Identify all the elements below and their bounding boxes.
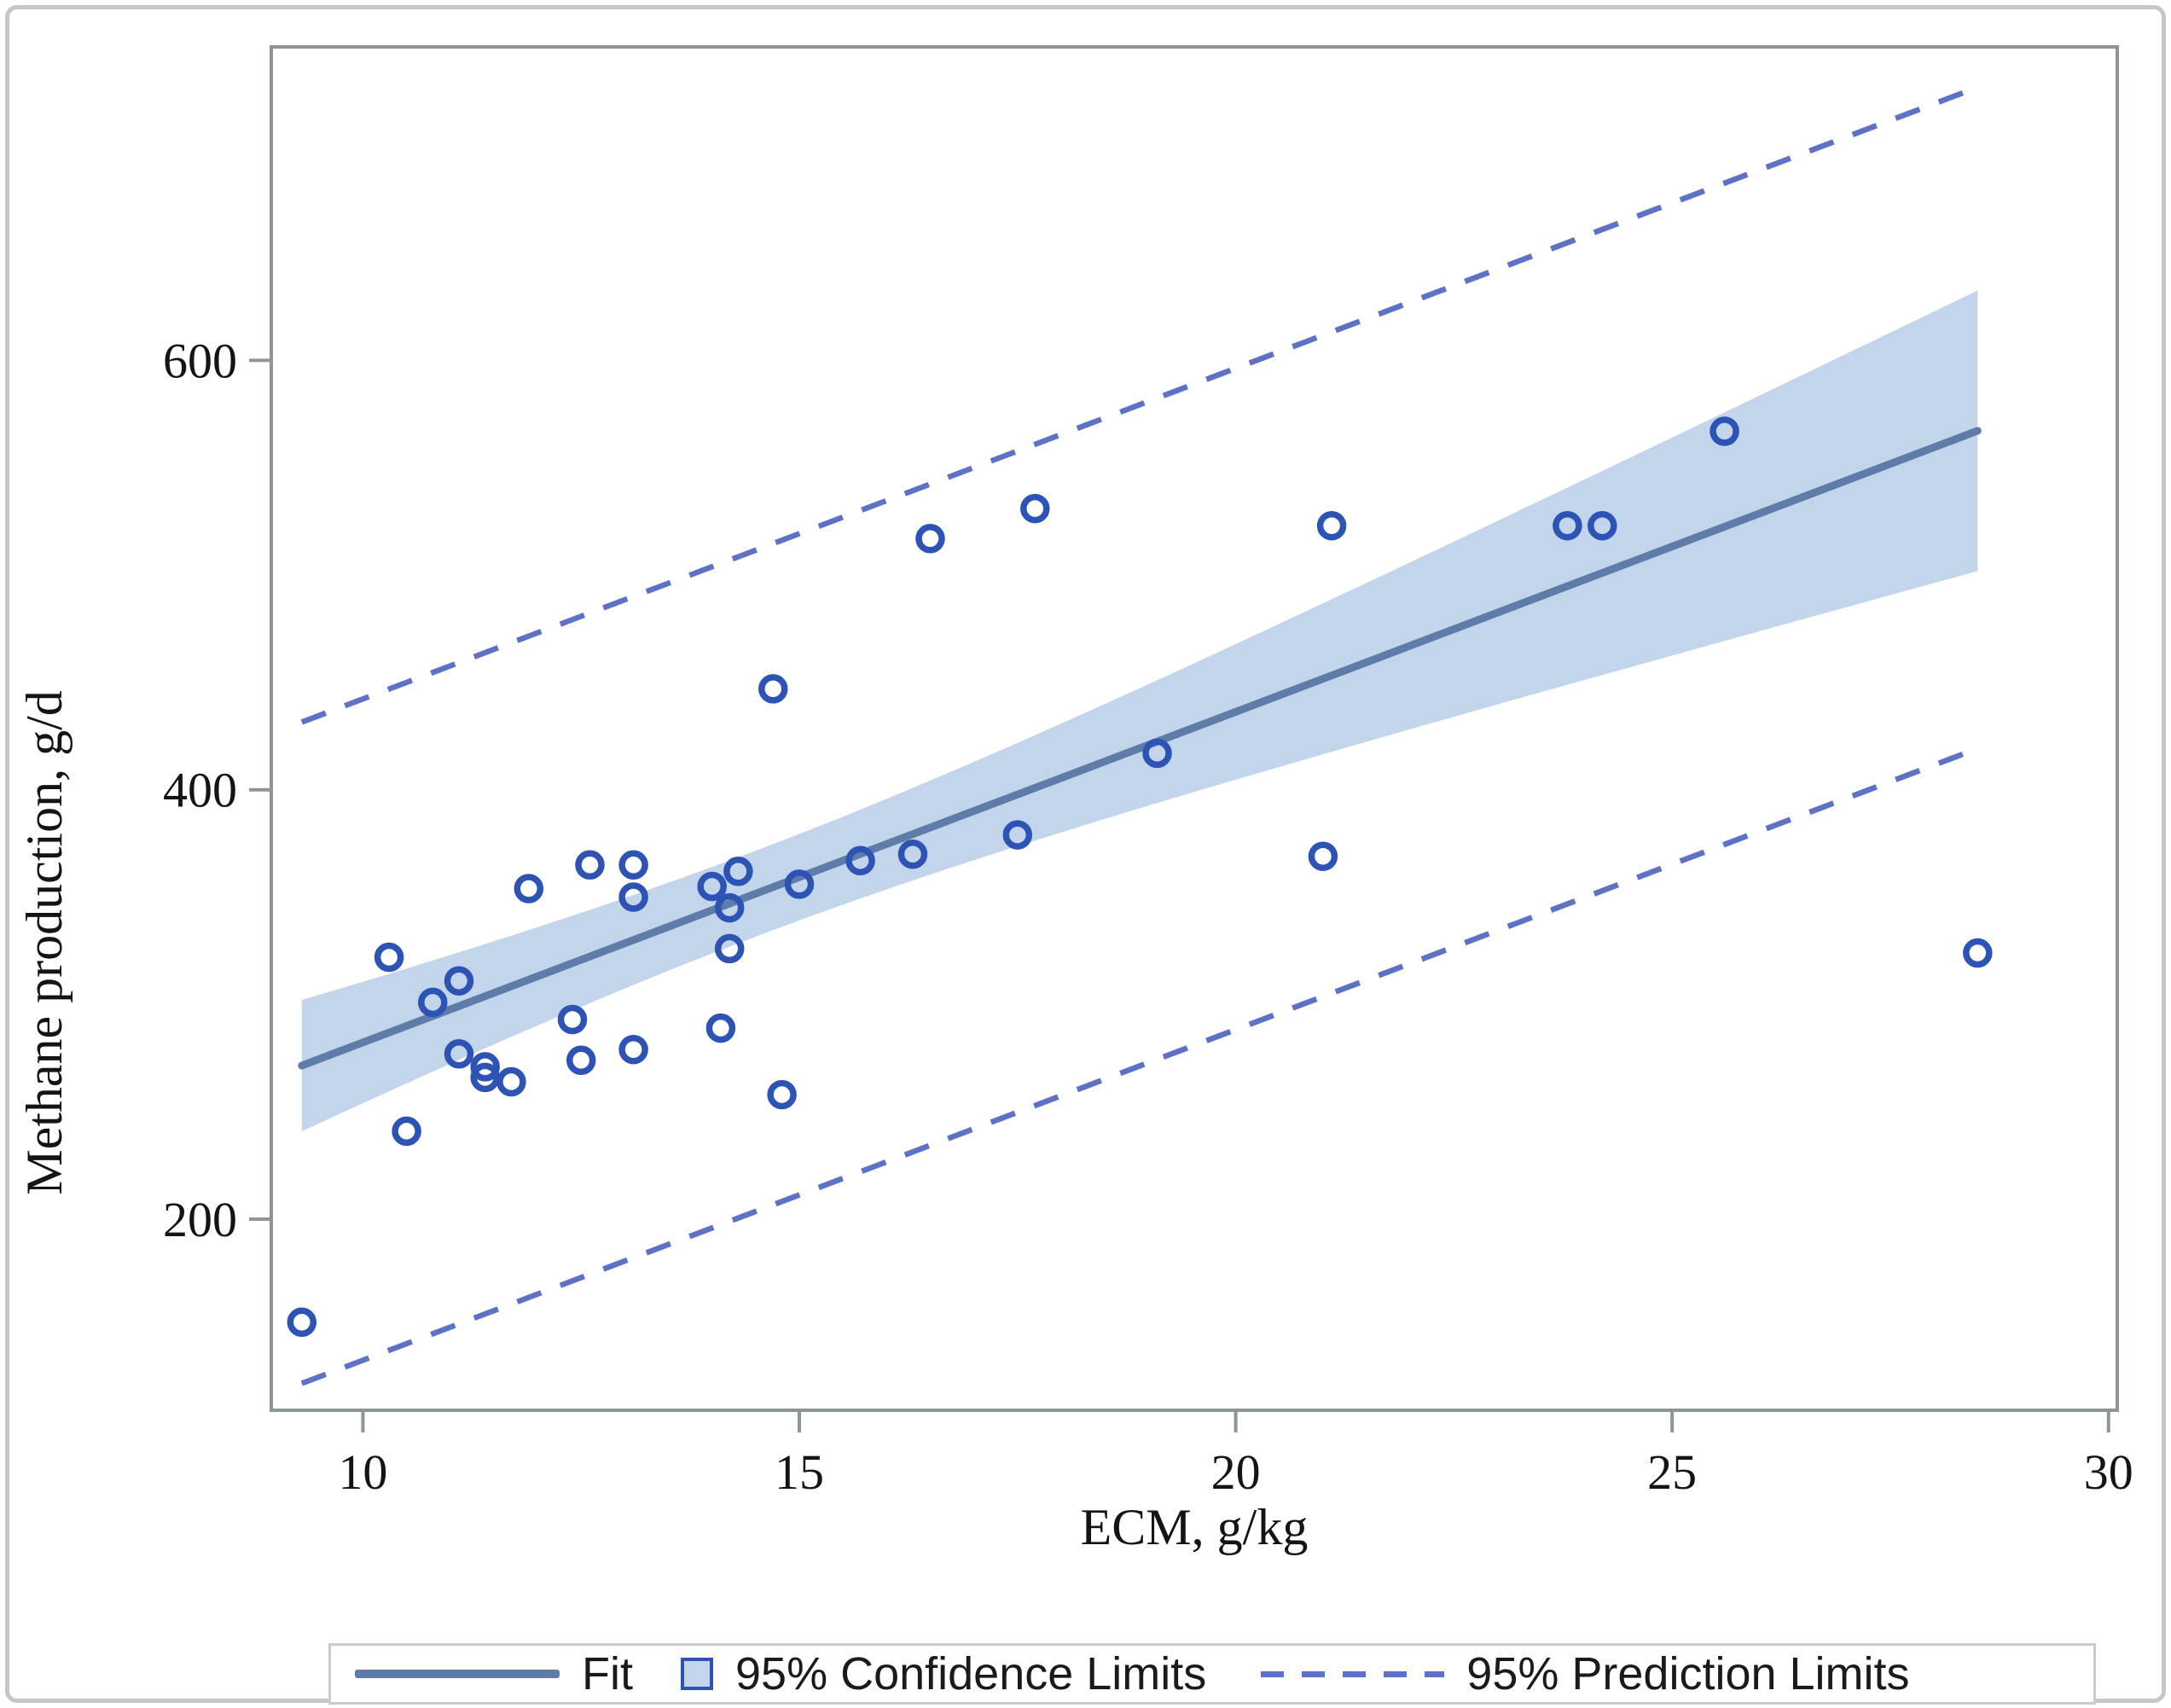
legend-ci-label: 95% Confidence Limits bbox=[735, 1648, 1207, 1699]
data-point bbox=[557, 1004, 588, 1035]
data-point bbox=[470, 1062, 500, 1093]
x-tick-label: 15 bbox=[775, 1444, 824, 1500]
data-point bbox=[392, 1116, 421, 1147]
data-point bbox=[1020, 493, 1050, 524]
data-point bbox=[758, 674, 788, 704]
data-point bbox=[514, 874, 544, 903]
y-tick-label: 600 bbox=[163, 333, 237, 388]
plot-frame bbox=[270, 45, 2119, 1412]
data-point bbox=[1316, 510, 1347, 541]
plot-frame-layer bbox=[270, 45, 2119, 1412]
data-point bbox=[1710, 416, 1739, 446]
data-point bbox=[418, 987, 448, 1018]
fit-line bbox=[298, 427, 1982, 1070]
data-points-layer bbox=[287, 416, 1993, 1338]
data-point bbox=[575, 850, 605, 880]
y-axis-title: Methane production, g/d bbox=[16, 690, 73, 1195]
data-point bbox=[444, 1039, 474, 1069]
data-point bbox=[618, 850, 648, 880]
confidence-band-swatch-icon bbox=[681, 1658, 713, 1690]
fit-line-sample bbox=[355, 1670, 560, 1678]
y-tick-label: 200 bbox=[163, 1192, 237, 1247]
data-point bbox=[496, 1066, 526, 1097]
y-tick-label: 400 bbox=[163, 763, 237, 818]
data-point bbox=[1588, 510, 1617, 541]
x-tick-label: 30 bbox=[2084, 1444, 2133, 1500]
data-point bbox=[897, 839, 928, 869]
data-point bbox=[1142, 738, 1172, 769]
data-point bbox=[697, 871, 727, 902]
axis-ticks-layer: 10 15 20 25 30 200 400 600 bbox=[163, 333, 2133, 1500]
legend: Fit 95% Confidence Limits 95% Prediction… bbox=[328, 1643, 2096, 1705]
x-axis-title: ECM, g/kg bbox=[1081, 1499, 1309, 1555]
data-point bbox=[566, 1045, 596, 1076]
data-point bbox=[374, 942, 404, 973]
confidence-band-layer bbox=[301, 290, 1978, 1131]
data-point bbox=[1553, 510, 1582, 541]
confidence-band bbox=[301, 290, 1978, 1131]
data-point bbox=[1002, 820, 1033, 850]
data-point bbox=[723, 857, 753, 886]
data-point bbox=[915, 524, 945, 554]
data-point bbox=[618, 882, 648, 912]
data-point bbox=[767, 1079, 797, 1110]
legend-fit-label: Fit bbox=[582, 1648, 633, 1699]
fit-and-prediction-lines-layer bbox=[298, 84, 1982, 1386]
data-point bbox=[618, 1034, 648, 1065]
x-tick-label: 25 bbox=[1647, 1444, 1697, 1500]
data-point bbox=[1308, 841, 1338, 871]
data-point bbox=[714, 933, 745, 964]
data-point bbox=[784, 869, 815, 899]
data-point bbox=[845, 845, 875, 876]
x-tick-label: 20 bbox=[1211, 1444, 1261, 1500]
data-point bbox=[1963, 938, 1993, 968]
upper-prediction-limit bbox=[300, 84, 1979, 725]
data-point bbox=[470, 1052, 500, 1082]
data-point bbox=[444, 966, 474, 996]
data-point bbox=[287, 1307, 317, 1338]
lower-prediction-limit bbox=[300, 746, 1979, 1386]
data-point bbox=[705, 1013, 736, 1043]
x-tick-label: 10 bbox=[338, 1444, 387, 1500]
data-point bbox=[714, 892, 745, 923]
prediction-limits-dash-sample bbox=[1261, 1670, 1445, 1677]
legend-pl-label: 95% Prediction Limits bbox=[1466, 1648, 1910, 1699]
